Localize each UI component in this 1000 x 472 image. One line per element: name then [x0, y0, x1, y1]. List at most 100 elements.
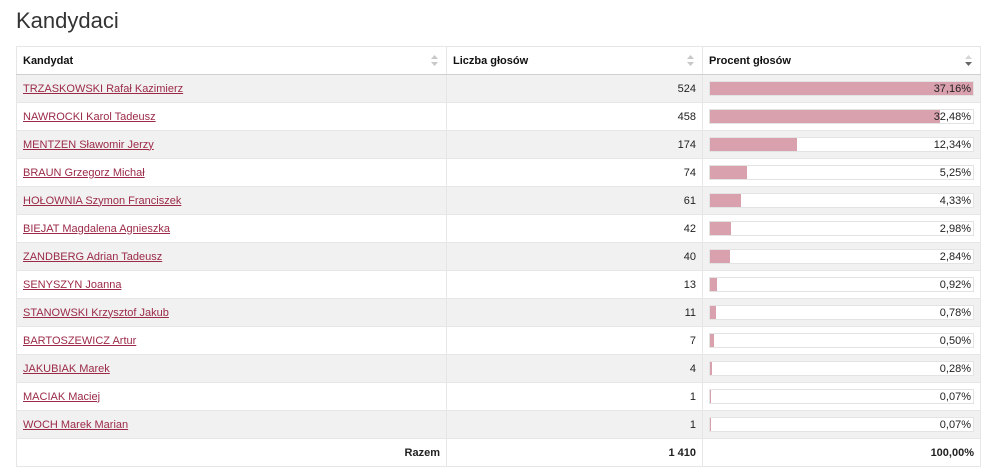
page-title: Kandydaci — [16, 8, 119, 33]
table-row: BRAUN Grzegorz Michał 74 5,25% — [16, 158, 981, 187]
table-row: HOŁOWNIA Szymon Franciszek 61 4,33% — [16, 186, 981, 215]
candidate-link[interactable]: MACIAK Maciej — [23, 390, 101, 403]
candidate-link[interactable]: WOCH Marek Marian — [23, 418, 129, 431]
votes-cell: 524 — [446, 74, 703, 103]
percent-bar-fill — [710, 222, 732, 235]
column-header-votes[interactable]: Liczba głosów — [446, 46, 703, 75]
votes-cell: 40 — [446, 242, 703, 271]
candidate-cell: BARTOSZEWICZ Artur — [16, 326, 447, 355]
table-row: BIEJAT Magdalena Agnieszka 42 2,98% — [16, 214, 981, 243]
candidate-link[interactable]: MENTZEN Sławomir Jerzy — [23, 138, 154, 151]
column-header-label: Procent głosów — [709, 54, 791, 67]
candidates-table: Kandydat Liczba głosów Procent głosów TR… — [16, 46, 981, 467]
total-votes: 1 410 — [446, 438, 703, 467]
percent-value: 37,16% — [933, 83, 971, 95]
candidate-link[interactable]: HOŁOWNIA Szymon Franciszek — [23, 194, 182, 207]
percent-bar-fill — [710, 362, 712, 375]
percent-cell: 0,07% — [702, 382, 981, 411]
table-body: TRZASKOWSKI Rafał Kazimierz 524 37,16% NAWR… — [16, 74, 981, 439]
votes-cell: 7 — [446, 326, 703, 355]
percent-bar-fill — [710, 194, 741, 207]
votes-cell: 1 — [446, 410, 703, 439]
percent-bar: 0,78% — [709, 305, 974, 320]
percent-bar: 0,28% — [709, 361, 974, 376]
candidate-link[interactable]: BRAUN Grzegorz Michał — [23, 166, 145, 179]
percent-cell: 0,50% — [702, 326, 981, 355]
candidate-cell: WOCH Marek Marian — [16, 410, 447, 439]
percent-bar: 0,50% — [709, 333, 974, 348]
candidate-link[interactable]: NAWROCKI Karol Tadeusz — [23, 110, 156, 123]
candidate-cell: ZANDBERG Adrian Tadeusz — [16, 242, 447, 271]
candidate-link[interactable]: BARTOSZEWICZ Artur — [23, 334, 137, 347]
percent-cell: 4,33% — [702, 186, 981, 215]
candidate-link[interactable]: BIEJAT Magdalena Agnieszka — [23, 222, 170, 235]
percent-bar: 12,34% — [709, 137, 974, 152]
table-row: JAKUBIAK Marek 4 0,28% — [16, 354, 981, 383]
votes-cell: 11 — [446, 298, 703, 327]
percent-bar-fill — [710, 278, 717, 291]
sort-both-icon[interactable] — [687, 55, 694, 66]
percent-bar-fill — [710, 166, 748, 179]
percent-value: 0,28% — [939, 363, 971, 375]
sort-both-icon[interactable] — [431, 55, 438, 66]
percent-value: 0,07% — [939, 419, 971, 431]
table-row: SENYSZYN Joanna 13 0,92% — [16, 270, 981, 299]
percent-value: 4,33% — [939, 195, 971, 207]
table-row: MENTZEN Sławomir Jerzy 174 12,34% — [16, 130, 981, 159]
candidate-link[interactable]: SENYSZYN Joanna — [23, 278, 122, 291]
votes-cell: 42 — [446, 214, 703, 243]
percent-cell: 0,07% — [702, 410, 981, 439]
percent-bar: 4,33% — [709, 193, 974, 208]
percent-bar: 2,98% — [709, 221, 974, 236]
percent-cell: 37,16% — [702, 74, 981, 103]
percent-cell: 0,78% — [702, 298, 981, 327]
percent-cell: 5,25% — [702, 158, 981, 187]
votes-cell: 458 — [446, 102, 703, 131]
candidate-cell: TRZASKOWSKI Rafał Kazimierz — [16, 74, 447, 103]
candidate-cell: JAKUBIAK Marek — [16, 354, 447, 383]
percent-value: 32,48% — [933, 111, 971, 123]
candidate-cell: HOŁOWNIA Szymon Franciszek — [16, 186, 447, 215]
percent-value: 5,25% — [939, 167, 971, 179]
table-row: MACIAK Maciej 1 0,07% — [16, 382, 981, 411]
percent-value: 0,78% — [939, 307, 971, 319]
candidate-link[interactable]: JAKUBIAK Marek — [23, 362, 110, 375]
candidate-cell: BIEJAT Magdalena Agnieszka — [16, 214, 447, 243]
percent-bar: 5,25% — [709, 165, 974, 180]
candidate-cell: MENTZEN Sławomir Jerzy — [16, 130, 447, 159]
candidate-link[interactable]: ZANDBERG Adrian Tadeusz — [23, 250, 163, 263]
percent-bar: 0,07% — [709, 389, 974, 404]
candidate-link[interactable]: TRZASKOWSKI Rafał Kazimierz — [23, 82, 184, 95]
percent-cell: 0,28% — [702, 354, 981, 383]
candidate-cell: SENYSZYN Joanna — [16, 270, 447, 299]
column-header-label: Kandydat — [23, 54, 74, 67]
percent-value: 2,98% — [939, 223, 971, 235]
column-header-percent[interactable]: Procent głosów — [702, 46, 981, 75]
percent-bar-fill — [710, 334, 714, 347]
percent-bar-fill — [710, 82, 973, 95]
candidate-cell: MACIAK Maciej — [16, 382, 447, 411]
table-row: WOCH Marek Marian 1 0,07% — [16, 410, 981, 439]
percent-bar: 0,92% — [709, 277, 974, 292]
table-row: ZANDBERG Adrian Tadeusz 40 2,84% — [16, 242, 981, 271]
column-header-candidate[interactable]: Kandydat — [16, 46, 447, 75]
percent-bar-fill — [710, 110, 940, 123]
votes-cell: 74 — [446, 158, 703, 187]
total-label: Razem — [16, 438, 447, 467]
table-row: BARTOSZEWICZ Artur 7 0,50% — [16, 326, 981, 355]
sort-descending-icon[interactable] — [965, 55, 972, 66]
percent-bar: 32,48% — [709, 109, 974, 124]
percent-bar-fill — [710, 138, 798, 151]
candidate-cell: NAWROCKI Karol Tadeusz — [16, 102, 447, 131]
percent-value: 0,92% — [939, 279, 971, 291]
votes-cell: 174 — [446, 130, 703, 159]
percent-cell: 2,98% — [702, 214, 981, 243]
table-header-row: Kandydat Liczba głosów Procent głosów — [16, 46, 981, 75]
percent-value: 12,34% — [933, 139, 971, 151]
candidate-link[interactable]: STANOWSKI Krzysztof Jakub — [23, 306, 169, 319]
percent-cell: 0,92% — [702, 270, 981, 299]
votes-cell: 13 — [446, 270, 703, 299]
percent-cell: 2,84% — [702, 242, 981, 271]
column-header-label: Liczba głosów — [453, 54, 529, 67]
votes-cell: 4 — [446, 354, 703, 383]
